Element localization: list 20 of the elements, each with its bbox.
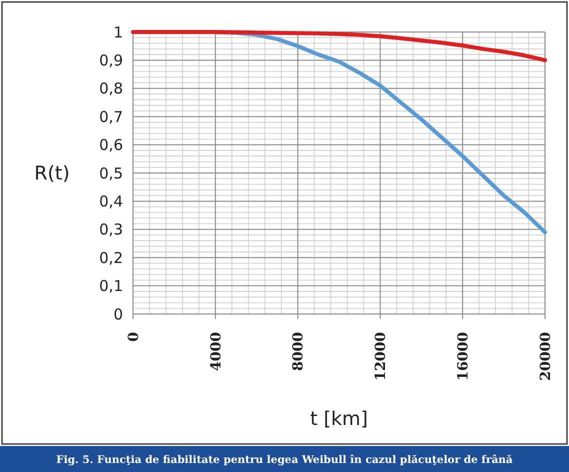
y-tick-label: 0,1	[99, 277, 123, 296]
y-tick-label: 0,7	[99, 108, 123, 126]
y-tick-label: 0,8	[99, 80, 123, 98]
x-tick-label: 20000	[538, 332, 554, 381]
x-tick-label: 12000	[373, 332, 390, 381]
y-tick-label: 0,3	[99, 220, 123, 239]
x-tick-label: 16000	[456, 332, 472, 381]
x-tick-label: 8000	[290, 332, 307, 371]
y-tick-label: 0	[113, 305, 123, 324]
y-tick-label: 0,4	[99, 192, 123, 210]
x-tick-label: 4000	[208, 332, 224, 371]
y-tick-label: 0,2	[99, 248, 123, 267]
x-tick-label: 0	[126, 332, 142, 342]
caption: Fig. 5. Funcţia de fiabilitate pentru legea Weibull în cazul plăcuţelor de frână	[56, 454, 513, 466]
y-tick-label: 0,9	[99, 51, 123, 70]
y-axis-title: R(t)	[34, 162, 70, 185]
y-tick-label: 0,6	[99, 136, 123, 154]
x-axis-title: t [km]	[310, 408, 368, 430]
y-tick-label: 1	[113, 23, 123, 42]
y-tick-label: 0,5	[99, 164, 123, 182]
